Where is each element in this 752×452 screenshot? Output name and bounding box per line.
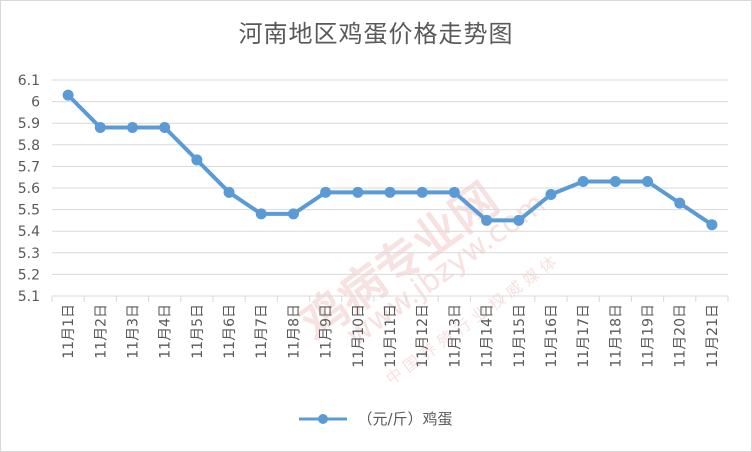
y-tick-label: 5.5 [18, 203, 40, 219]
legend-label: （元/斤）鸡蛋 [357, 410, 453, 428]
series-line [66, 93, 714, 227]
data-point [159, 122, 171, 134]
x-tick-label: 11月2日 [93, 304, 109, 359]
x-tick-label: 11月18日 [608, 304, 624, 368]
y-tick-label: 5.9 [18, 116, 40, 132]
data-point [223, 186, 235, 198]
x-tick-label: 11月10日 [351, 304, 367, 368]
x-tick-label: 11月7日 [254, 304, 270, 359]
data-point [513, 214, 525, 226]
data-point [191, 154, 203, 166]
data-point [545, 188, 557, 200]
x-tick-label: 11月3日 [125, 304, 141, 359]
data-point [642, 176, 654, 188]
legend: （元/斤）鸡蛋 [0, 408, 752, 429]
data-point [94, 122, 106, 134]
data-point [384, 186, 396, 198]
data-point [62, 89, 74, 101]
y-tick-label: 5.7 [18, 159, 40, 175]
x-tick-label: 11月12日 [415, 304, 431, 368]
x-tick-label: 11月15日 [512, 304, 528, 368]
x-tick-label: 11月16日 [544, 304, 560, 368]
y-tick-label: 5.1 [18, 289, 40, 305]
data-point [481, 214, 493, 226]
y-tick-label: 5.6 [18, 181, 40, 197]
y-tick-label: 6 [31, 95, 40, 111]
x-tick-label: 11月4日 [158, 304, 174, 359]
x-tick-label: 11月13日 [447, 304, 463, 368]
y-tick-label: 5.3 [18, 246, 40, 262]
x-tick-label: 11月11日 [383, 304, 399, 368]
x-tick-label: 11月21日 [705, 304, 721, 368]
data-point [320, 186, 332, 198]
x-tick-label: 11月19日 [641, 304, 657, 368]
data-point [706, 219, 718, 231]
x-tick-label: 11月8日 [286, 304, 302, 359]
x-tick-label: 11月20日 [673, 304, 689, 368]
x-tick-label: 11月9日 [319, 304, 335, 359]
y-tick-label: 6.1 [18, 73, 40, 89]
data-point [416, 186, 428, 198]
x-tick-label: 11月5日 [190, 304, 206, 359]
data-point [448, 186, 460, 198]
x-tick-label: 11月14日 [480, 304, 496, 368]
y-tick-label: 5.4 [18, 224, 40, 240]
x-tick-label: 11月1日 [61, 304, 77, 359]
data-point [255, 208, 267, 220]
chart-title: 河南地区鸡蛋价格走势图 [238, 20, 514, 48]
x-tick-label: 11月6日 [222, 304, 238, 359]
data-point [352, 186, 364, 198]
x-tick-label: 11月17日 [576, 304, 592, 368]
data-point [126, 122, 138, 134]
data-point [577, 176, 589, 188]
data-point [287, 208, 299, 220]
legend-marker-icon [299, 413, 348, 424]
y-tick-label: 5.8 [18, 138, 40, 154]
data-point [674, 197, 686, 209]
y-tick-label: 5.2 [18, 267, 40, 283]
data-point [609, 176, 621, 188]
